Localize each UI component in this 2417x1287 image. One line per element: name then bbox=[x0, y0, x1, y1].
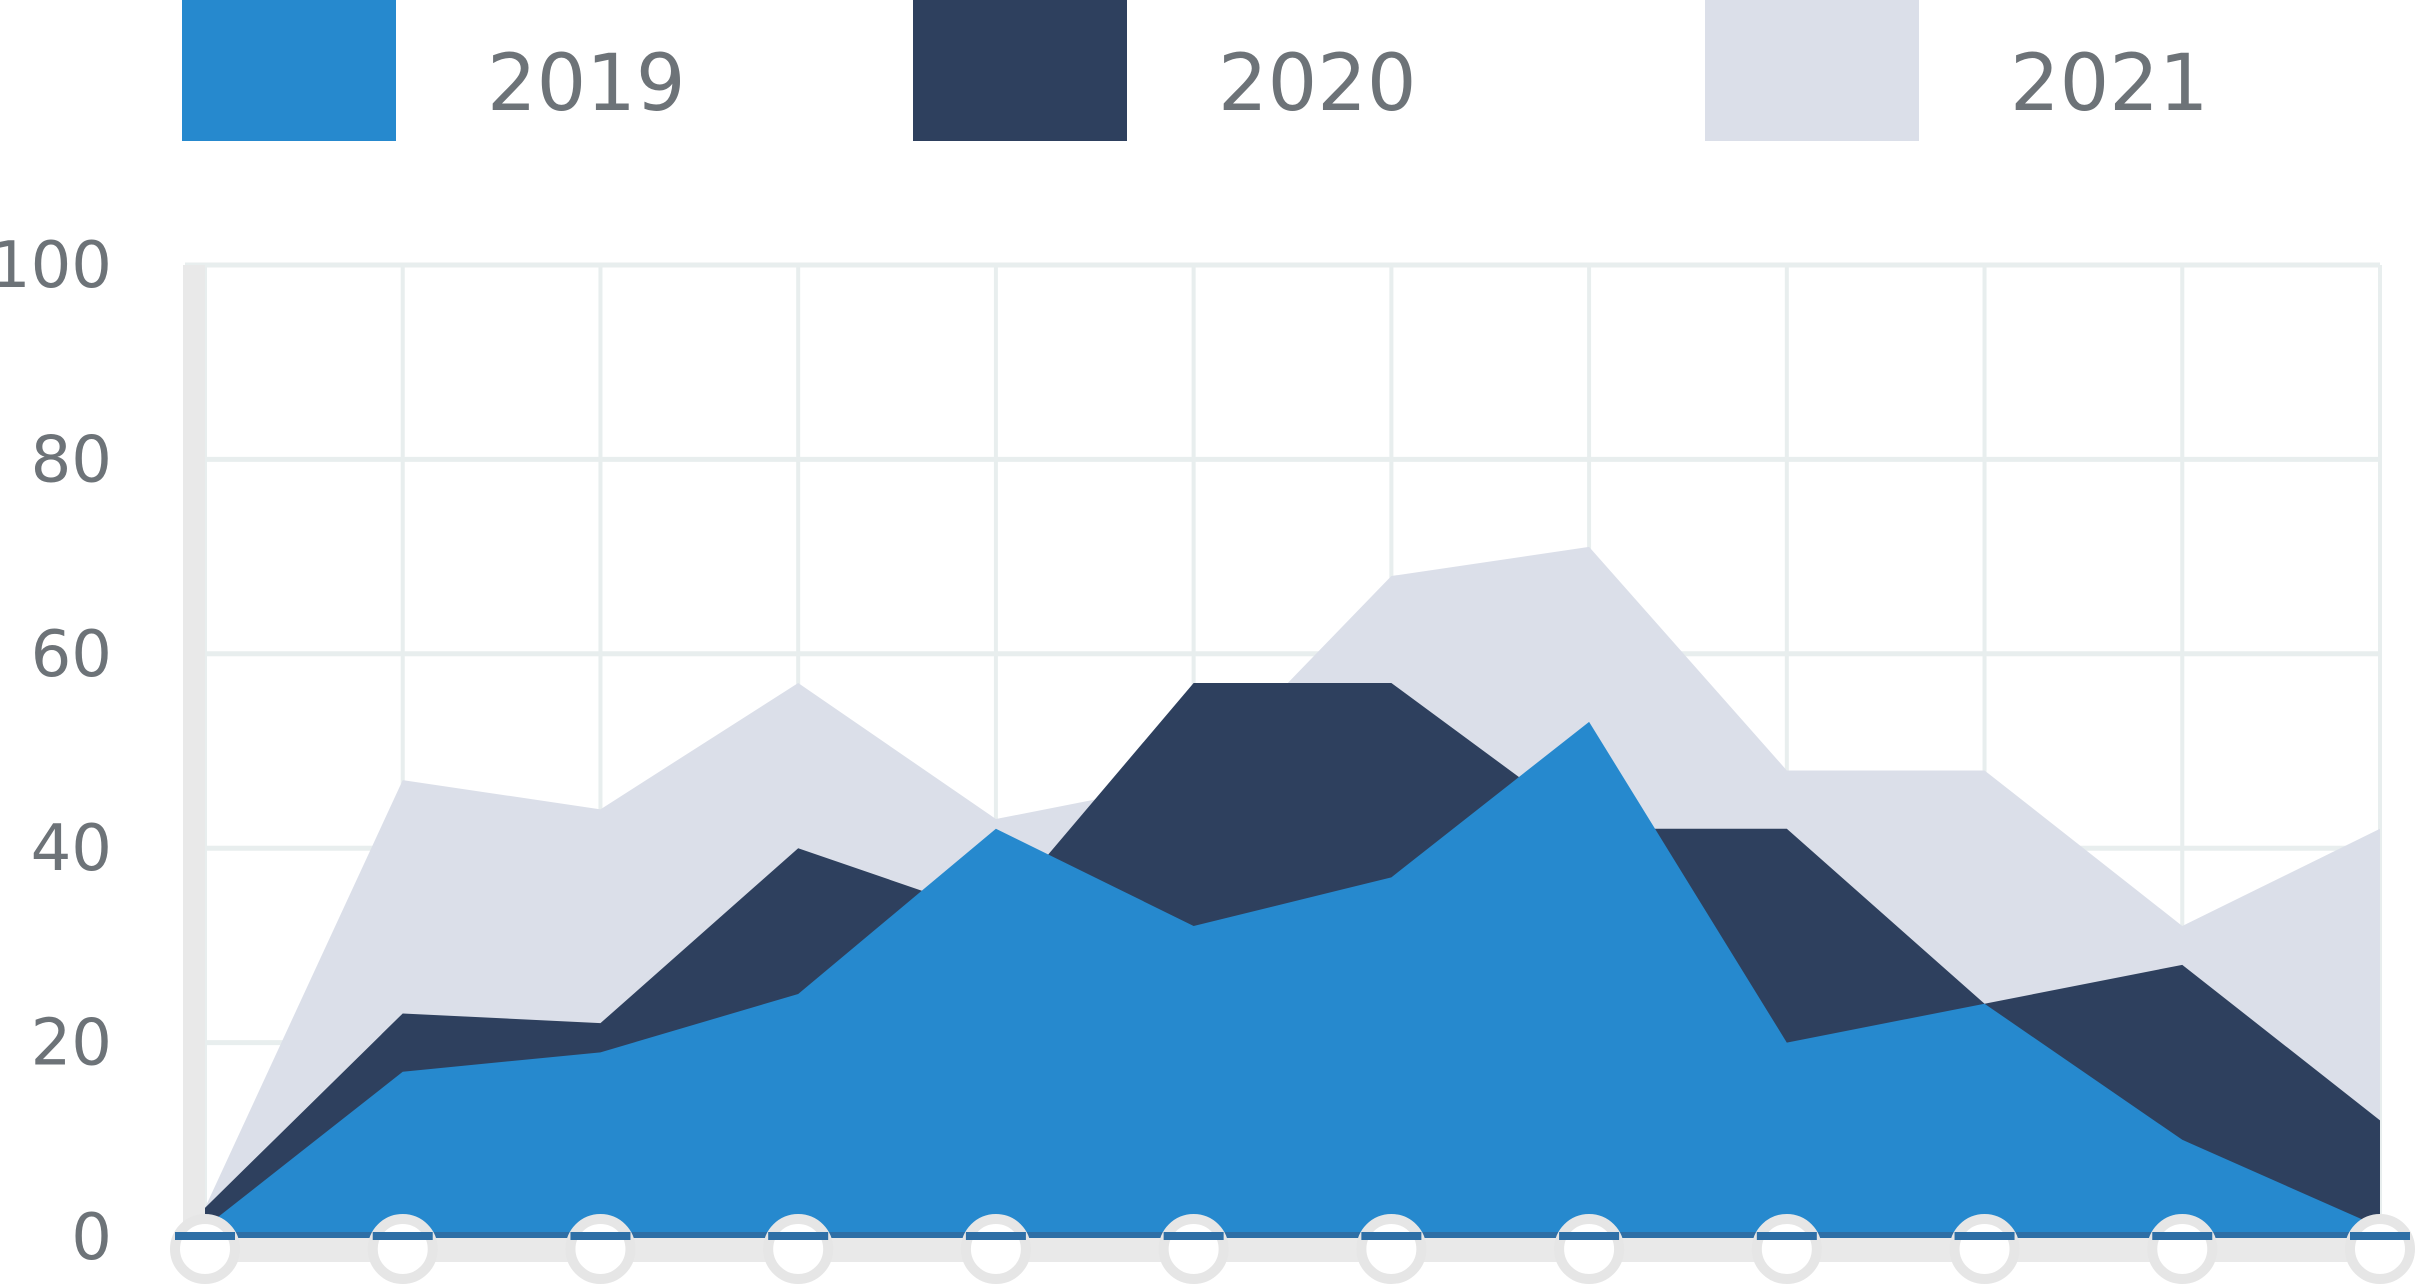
legend-label: 2020 bbox=[1218, 39, 1417, 129]
y-tick-label: 100 bbox=[0, 229, 112, 303]
legend-label: 2021 bbox=[2010, 39, 2209, 129]
x-axis-marker bbox=[170, 1214, 240, 1284]
x-axis-markers bbox=[170, 1214, 2415, 1284]
legend-swatch bbox=[182, 0, 396, 141]
y-tick-label: 60 bbox=[31, 618, 112, 692]
x-axis-marker bbox=[565, 1214, 636, 1284]
area-series-2019 bbox=[205, 721, 2380, 1237]
x-axis-marker bbox=[1751, 1214, 1822, 1284]
x-axis-marker bbox=[1158, 1214, 1229, 1284]
legend-swatch bbox=[913, 0, 1127, 141]
legend-item-2021: 2021 bbox=[1705, 0, 2209, 141]
x-axis-marker bbox=[1554, 1214, 1625, 1284]
legend-label: 2019 bbox=[487, 39, 686, 129]
y-tick-label: 20 bbox=[31, 1007, 112, 1081]
x-axis-marker bbox=[367, 1214, 438, 1284]
y-tick-label: 40 bbox=[31, 812, 112, 886]
y-tick-label: 80 bbox=[31, 423, 112, 497]
x-axis-marker bbox=[960, 1214, 1031, 1284]
legend-item-2020: 2020 bbox=[913, 0, 1417, 141]
x-axis-marker bbox=[2345, 1214, 2415, 1284]
legend-item-2019: 2019 bbox=[182, 0, 686, 141]
y-axis: 0 20 40 60 80 100 bbox=[0, 229, 112, 1275]
legend: 2019 2020 2021 bbox=[182, 0, 2209, 141]
x-axis-marker bbox=[1356, 1214, 1427, 1284]
x-axis-marker bbox=[1949, 1214, 2020, 1284]
y-axis-line bbox=[183, 265, 205, 1262]
area-series bbox=[205, 546, 2380, 1237]
x-axis-band bbox=[183, 1237, 2403, 1262]
legend-swatch bbox=[1705, 0, 1919, 141]
y-tick-label: 0 bbox=[71, 1201, 112, 1275]
x-axis-marker bbox=[2147, 1214, 2218, 1284]
x-axis-marker bbox=[763, 1214, 834, 1284]
